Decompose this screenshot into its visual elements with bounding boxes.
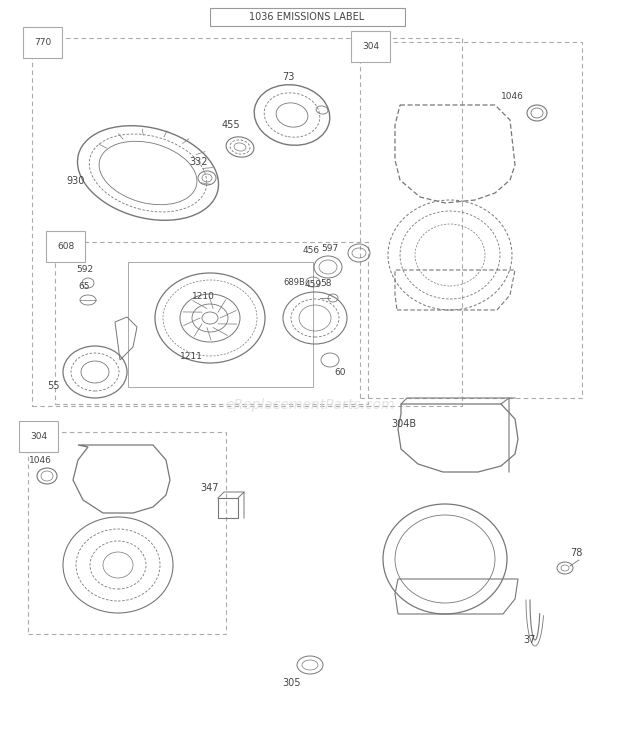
- Text: 459: 459: [305, 280, 322, 289]
- Text: 332: 332: [189, 157, 208, 167]
- Text: 304B: 304B: [391, 419, 416, 429]
- Text: 456: 456: [303, 246, 320, 254]
- Text: 65: 65: [78, 281, 89, 290]
- Text: eReplacementParts.com: eReplacementParts.com: [225, 398, 395, 412]
- Text: 347: 347: [200, 483, 218, 493]
- Text: 73: 73: [282, 72, 294, 82]
- Bar: [210, 8, 405, 26]
- Text: 37: 37: [523, 635, 536, 645]
- Bar: [32, 38, 462, 406]
- Text: 304: 304: [30, 432, 47, 441]
- Bar: [55, 242, 368, 404]
- Text: 305: 305: [282, 678, 301, 688]
- Text: 1210: 1210: [192, 292, 215, 301]
- Text: 55: 55: [47, 381, 60, 391]
- Text: 78: 78: [570, 548, 582, 558]
- Text: 689B: 689B: [283, 278, 305, 286]
- Text: 58: 58: [320, 278, 332, 287]
- Bar: [360, 42, 582, 398]
- Text: 1046: 1046: [29, 455, 52, 464]
- Text: 930: 930: [66, 176, 84, 186]
- Text: 592: 592: [76, 265, 93, 274]
- Text: 455: 455: [222, 120, 241, 130]
- Text: 304: 304: [362, 42, 379, 51]
- Text: 597: 597: [321, 243, 339, 252]
- Bar: [28, 432, 226, 634]
- Text: 60: 60: [334, 368, 345, 376]
- Text: 1036 EMISSIONS LABEL: 1036 EMISSIONS LABEL: [249, 12, 365, 22]
- Bar: [128, 262, 313, 387]
- Text: 1211: 1211: [180, 351, 203, 361]
- Text: 1046: 1046: [501, 92, 524, 100]
- Text: 770: 770: [34, 38, 51, 47]
- Text: 608: 608: [57, 242, 74, 251]
